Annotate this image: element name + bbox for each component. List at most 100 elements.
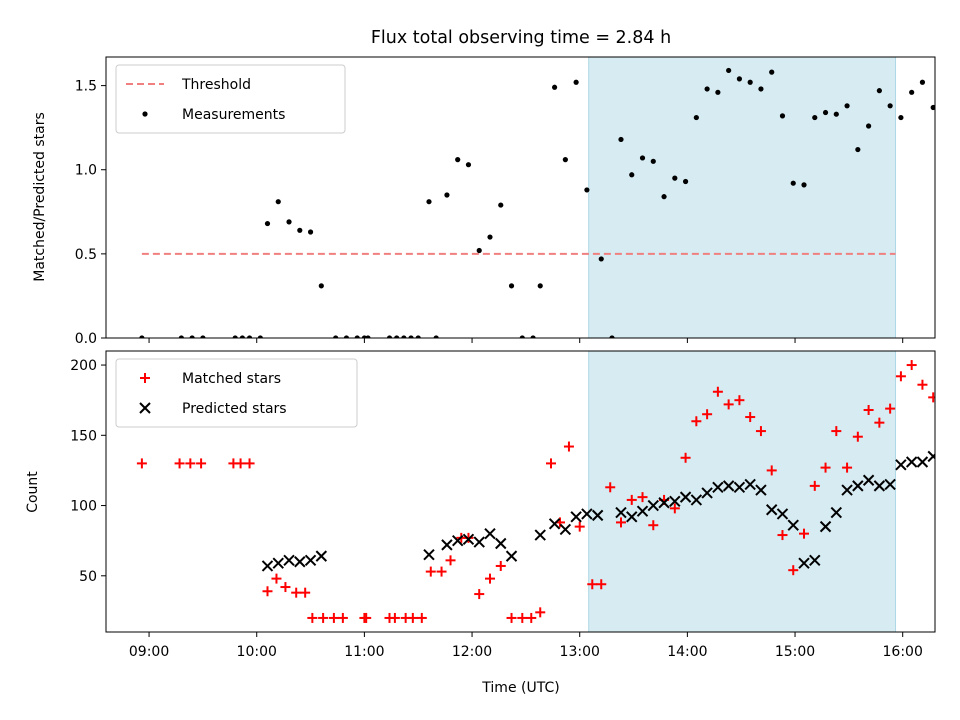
measurement-point	[415, 335, 421, 338]
x-tick-label: 13:00	[560, 644, 600, 660]
marker-stroke	[669, 495, 681, 508]
predicted-star-point	[451, 534, 464, 547]
measurement-point	[779, 113, 786, 119]
measurement-point	[876, 88, 882, 94]
measurement-point	[139, 335, 145, 338]
predicted-star-point	[548, 518, 561, 530]
matched-star-point	[669, 503, 680, 514]
predicted-star-point	[852, 480, 864, 492]
marker-stroke	[272, 557, 284, 569]
measurement-point	[736, 76, 743, 82]
measurement-point	[682, 178, 689, 185]
predicted-star-point	[755, 484, 767, 496]
marker-stroke	[451, 534, 464, 547]
matched-star-point	[262, 586, 273, 597]
predicted-star-point	[669, 495, 681, 508]
measurement-point	[318, 283, 324, 289]
measurement-point	[530, 335, 536, 338]
legend-label: Measurements	[182, 107, 285, 123]
matched-star-point	[445, 555, 456, 566]
measurement-point	[444, 192, 450, 198]
marker-stroke	[534, 529, 546, 541]
matched-star-point	[244, 458, 255, 469]
predicted-star-point	[615, 506, 627, 519]
measurement-point	[386, 335, 393, 338]
measurement-point	[189, 335, 195, 338]
legend-label: Matched stars	[182, 371, 281, 387]
y-tick-label: 150	[70, 428, 97, 444]
plot-area	[136, 360, 935, 623]
measurement-point	[726, 67, 732, 74]
matched-star-point	[648, 520, 659, 531]
matched-star-point	[407, 612, 418, 623]
y-tick-label: 0.0	[75, 331, 97, 347]
predicted-star-point	[473, 536, 485, 548]
measurement-point	[264, 220, 271, 227]
predicted-star-point	[559, 523, 572, 536]
measurement-point	[365, 335, 371, 338]
matched-star-point	[637, 492, 648, 503]
y-tick-label: 200	[70, 358, 97, 374]
matched-star-point	[185, 458, 196, 469]
matched-star-point	[526, 612, 537, 623]
matched-star-point	[235, 458, 246, 469]
measurement-point	[307, 229, 314, 235]
matched-star-point	[842, 462, 853, 473]
legend-label: Threshold	[181, 77, 251, 93]
predicted-star-point	[712, 481, 724, 493]
legend: Matched stars Predicted stars	[115, 358, 358, 428]
matched-star-point	[788, 565, 799, 576]
measurement-point	[508, 283, 515, 289]
x-tick-label: 14:00	[667, 644, 707, 660]
measurement-point	[257, 335, 263, 338]
measurement-point	[822, 109, 829, 116]
marker-stroke	[570, 511, 582, 523]
predicted-star-point	[495, 537, 507, 550]
predicted-star-point	[787, 519, 799, 531]
measurement-point	[200, 335, 206, 338]
legend-measurement-swatch	[142, 111, 148, 117]
matched-star-point	[852, 431, 863, 442]
matched-star-point	[809, 480, 820, 491]
predicted-star-point	[591, 509, 604, 522]
predicted-star-point	[626, 511, 638, 523]
measurement-point	[394, 335, 400, 338]
matched-star-point	[174, 458, 185, 469]
marker-stroke	[712, 481, 724, 493]
measurement-point	[887, 103, 893, 109]
measurement-point	[693, 114, 699, 121]
predicted-star-point	[862, 474, 875, 486]
marker-stroke	[647, 499, 659, 512]
measurement-point	[408, 335, 414, 338]
measurement-point	[801, 182, 807, 188]
matched-star-point	[271, 573, 282, 584]
legend-predicted-swatch	[139, 402, 151, 414]
marker-stroke	[690, 494, 703, 506]
matched-star-point	[777, 530, 788, 541]
measurement-point	[844, 103, 850, 109]
matched-star-point	[291, 587, 302, 598]
matched-star-point	[389, 612, 400, 623]
marker-stroke	[423, 549, 435, 561]
marker-stroke	[626, 511, 638, 523]
predicted-star-point	[690, 494, 703, 506]
matched-star-point	[885, 403, 896, 414]
measurement-point	[286, 219, 292, 225]
chart-title: Flux total observing time = 2.84 h	[371, 28, 671, 48]
measurement-point	[562, 157, 568, 163]
marker-stroke	[701, 487, 713, 499]
marker-stroke	[927, 453, 935, 463]
predicted-star-point	[905, 456, 918, 468]
measurement-point	[275, 199, 281, 205]
marker-stroke	[581, 508, 593, 520]
measurement-point	[629, 172, 635, 178]
predicted-star-point	[830, 506, 843, 519]
matched-star-point	[723, 399, 734, 410]
x-tick-label: 11:00	[344, 644, 384, 660]
predicted-star-point	[927, 450, 935, 463]
predicted-star-point	[505, 550, 518, 562]
measurement-point	[246, 335, 253, 338]
predicted-star-point	[294, 556, 306, 568]
predicted-star-point	[766, 504, 778, 516]
matched-star-point	[906, 360, 917, 371]
